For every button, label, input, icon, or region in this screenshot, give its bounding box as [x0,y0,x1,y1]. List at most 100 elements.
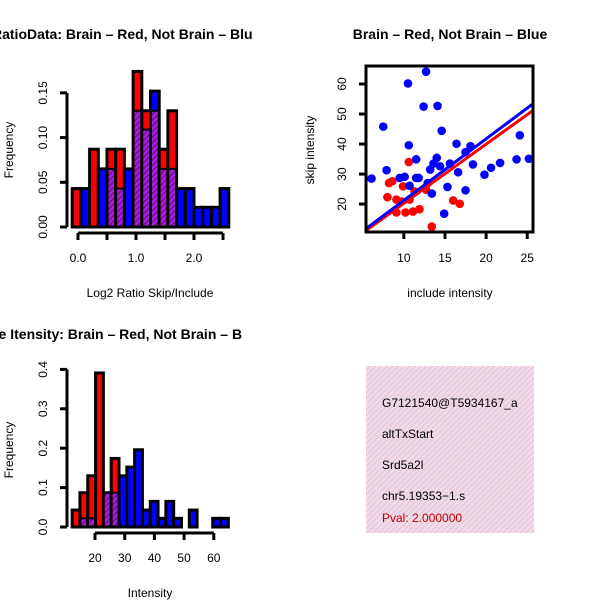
intensity-hist-bar-not-brain [148,499,160,529]
scatter-y-tick-label: 20 [335,197,349,211]
ratio-hist-bar-overlap [108,168,115,226]
scatter-title: Brain – Red, Not Brain – Blue [353,26,548,42]
intensity-hist-bar-not-brain [219,516,230,529]
intensity-hist-title: ne Itensity: Brain – Red, Not Brain – B [0,326,242,342]
ratio-hist-y-tick-label: 0.05 [36,170,50,194]
scatter-point-not-brain [411,155,421,164]
scatter-point-not-brain [382,165,391,175]
intensity-hist-y-label: Frequency [2,422,16,479]
scatter-y-label: skip intensity [303,116,317,185]
scatter-point-brain [401,208,410,217]
intensity-hist-bar-not-brain [172,516,183,529]
scatter-point-not-brain [421,67,431,77]
scatter-y-tick-label: 50 [335,107,349,121]
info-panel-background [366,366,534,533]
intensity-histogram-panel: ne Itensity: Brain – Red, Not Brain – B 0… [0,326,242,600]
intensity-hist-x-tick-label: 60 [207,551,221,565]
scatter-point-not-brain [435,161,445,171]
scatter-point-brain [415,204,424,214]
ratio-hist-bar-overlap [134,110,141,226]
ratio-hist-bar-overlap [152,110,158,226]
ratio-hist-bar-overlap [160,168,167,226]
scatter-point-not-brain [443,182,452,192]
scatter-plot-box [364,64,535,234]
scatter-point-not-brain [512,155,521,164]
scatter-point-not-brain [524,154,534,164]
info-panel: G7121540@T5934167_a altTxStart Srd5a2l c… [366,366,534,533]
ratio-hist-y-label: Frequency [2,122,16,179]
scatter-point-not-brain [433,101,442,111]
scatter-point-brain [427,222,437,231]
info-chrom-location: chr5.19353−1.s [382,489,465,503]
intensity-hist-y-tick-label: 0.2 [36,440,50,457]
scatter-x-tick-label: 15 [438,251,452,265]
scatter-point-not-brain [495,158,505,168]
scatter-point-not-brain [461,185,470,195]
scatter-x-tick-label: 10 [397,251,411,265]
ratio-hist-y-tick-label: 0.00 [36,215,50,239]
scatter-y-tick-label: 40 [335,137,349,151]
scatter-point-brain [455,199,465,209]
ratio-hist-bar-overlap [143,129,149,226]
ratio-hist-y-tick-label: 0.15 [36,81,50,105]
scatter-point-not-brain [378,122,388,131]
scatter-point-not-brain [439,209,449,218]
scatter-point-not-brain [367,174,376,183]
intensity-hist-bar-not-brain [187,508,199,529]
intensity-hist-bar-brain [94,371,105,529]
intensity-hist-y-tick-label: 0.1 [36,479,50,496]
info-gene-name: Srd5a2l [382,458,423,472]
ratio-hist-bar-not-brain [218,187,231,229]
ratio-hist-bar-overlap [117,188,123,226]
intensity-hist-bar-not-brain [133,448,144,529]
scatter-point-not-brain [480,170,489,179]
ratio-histogram-panel: RatioData: Brain – Red, Not Brain – Blu 0… [0,26,253,300]
ratio-hist-bar-overlap [169,168,176,226]
info-pval: Pval: 2.000000 [382,511,462,525]
scatter-point-brain [404,157,414,167]
ratio-hist-title: RatioData: Brain – Red, Not Brain – Blu [0,26,253,42]
scatter-point-not-brain [452,139,461,149]
ratio-hist-x-tick-label: 0.0 [70,251,87,265]
intensity-hist-bar-overlap [104,492,110,526]
intensity-hist-x-tick-label: 30 [118,551,132,565]
scatter-point-not-brain [437,126,446,136]
scatter-point-brain [408,207,418,216]
info-event-type: altTxStart [382,427,434,441]
scatter-point-not-brain [453,167,463,177]
intensity-hist-x-tick-label: 40 [148,551,162,565]
intensity-scatter-panel: Brain – Red, Not Brain – Blue 10 15 20 25 20 3… [303,26,547,300]
scatter-point-not-brain [468,160,478,169]
scatter-point-brain [448,196,458,205]
scatter-point-not-brain [405,181,414,191]
scatter-point-not-brain [403,79,413,88]
scatter-point-brain [388,176,397,186]
scatter-point-brain [383,192,392,202]
scatter-y-tick-label: 30 [335,167,349,181]
intensity-hist-y-tick-label: 0.4 [36,361,50,378]
fit-line-not-brain [366,101,533,231]
scatter-points [367,67,534,231]
scatter-x-tick-label: 20 [479,251,493,265]
scatter-point-brain [398,182,408,191]
intensity-hist-y-tick-label: 0.3 [36,400,50,417]
scatter-point-not-brain [515,131,525,140]
scatter-point-not-brain [427,189,437,198]
ratio-hist-y-tick-label: 0.10 [36,126,50,150]
scatter-point-not-brain [419,102,428,111]
scatter-point-not-brain [400,172,409,182]
scatter-y-tick-label: 60 [335,77,349,91]
ratio-hist-x-tick-label: 1.0 [128,251,145,265]
fit-line-brain [366,108,533,232]
ratio-hist-x-label: Log2 Ratio Skip/Include [87,286,214,300]
intensity-hist-bar-overlap [89,518,95,526]
intensity-hist-x-label: Intensity [128,586,173,600]
intensity-hist-x-tick-label: 50 [177,551,191,565]
intensity-hist-x-tick-label: 20 [88,551,102,565]
intensity-hist-bar-overlap [112,492,118,526]
scatter-point-not-brain [429,159,438,168]
info-event-id: G7121540@T5934167_a [382,396,518,410]
scatter-x-tick-label: 25 [521,251,535,265]
scatter-point-not-brain [404,140,414,150]
